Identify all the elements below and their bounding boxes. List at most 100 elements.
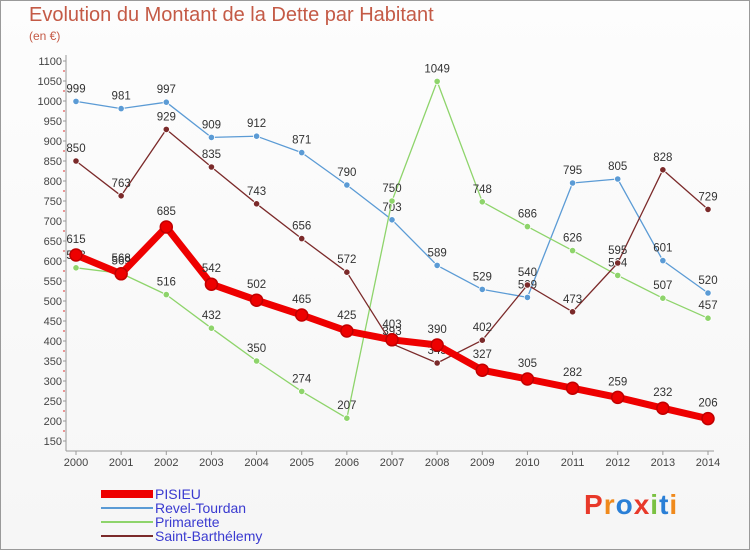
data-label: 929: [157, 111, 176, 123]
data-label: 685: [157, 206, 176, 218]
legend-label: Saint-Barthélemy: [155, 528, 263, 544]
x-tick-label: 2012: [605, 457, 629, 469]
data-label: 828: [653, 152, 672, 164]
logo-letter: o: [615, 489, 634, 520]
data-label: 403: [382, 319, 401, 331]
data-label: 259: [608, 376, 627, 388]
x-tick-label: 2009: [470, 457, 494, 469]
data-label: 507: [653, 280, 672, 292]
data-point: [207, 163, 216, 171]
data-point: [614, 271, 622, 279]
data-label: 232: [653, 387, 672, 399]
x-tick-label: 2010: [515, 457, 539, 469]
data-label: 795: [563, 165, 582, 177]
data-label: 805: [608, 161, 627, 173]
data-point: [568, 308, 577, 316]
data-label: 274: [292, 373, 312, 385]
data-label: 871: [292, 135, 311, 147]
legend-label: Primarette: [155, 514, 220, 530]
data-point: [614, 259, 622, 267]
data-label: 327: [473, 349, 492, 361]
logo-letter: i: [669, 489, 679, 520]
data-label: 686: [518, 209, 537, 221]
data-point: [162, 290, 170, 299]
data-point: [207, 133, 216, 141]
y-minor-tick: [63, 210, 65, 212]
data-point: [659, 294, 667, 302]
data-point: [704, 289, 712, 297]
data-label: 750: [382, 183, 401, 195]
data-point: [162, 125, 170, 133]
data-label: 656: [292, 221, 311, 233]
x-tick-label: 2003: [199, 457, 223, 469]
data-point: [298, 235, 306, 243]
y-tick-label: 250: [44, 396, 62, 408]
y-tick-label: 200: [44, 416, 62, 428]
data-point: [610, 390, 625, 405]
data-label: 529: [473, 271, 492, 283]
series-revel-tourdan: 9999819979099128717907035895295097958056…: [66, 83, 718, 301]
y-tick-label: 400: [44, 336, 62, 348]
legend-swatch: [101, 507, 153, 509]
data-label: 999: [66, 83, 85, 95]
data-point: [343, 181, 351, 189]
y-tick-label: 600: [44, 256, 62, 268]
y-tick-label: 300: [44, 376, 62, 388]
data-point: [114, 267, 128, 281]
y-tick-label: 150: [44, 436, 62, 448]
data-label: 206: [698, 398, 717, 410]
x-tick-label: 2008: [425, 457, 449, 469]
data-point: [478, 198, 486, 206]
y-tick-label: 1100: [38, 56, 62, 68]
data-point: [520, 372, 535, 386]
data-point: [430, 338, 444, 352]
data-point: [72, 157, 80, 165]
data-point: [249, 293, 264, 307]
data-label: 572: [337, 254, 356, 266]
series-primarette: 5835695164323502742077501049748686626564…: [66, 63, 718, 422]
data-label: 589: [428, 247, 447, 259]
data-point: [298, 149, 306, 157]
data-label: 743: [247, 186, 266, 198]
y-tick-label: 950: [44, 116, 62, 128]
data-label: 457: [698, 300, 717, 312]
data-point: [523, 281, 532, 289]
data-point: [294, 308, 309, 322]
data-point: [565, 381, 580, 395]
data-point: [701, 411, 715, 426]
y-minor-tick: [63, 250, 65, 252]
y-tick-label: 750: [44, 196, 62, 208]
y-tick-label: 550: [44, 276, 62, 288]
data-label: 568: [112, 253, 131, 265]
data-label: 763: [112, 178, 131, 190]
data-label: 626: [563, 233, 582, 245]
y-minor-tick: [63, 190, 65, 192]
legend-swatch: [101, 490, 153, 498]
chart-unit-label: (en €): [29, 29, 61, 43]
y-minor-tick: [63, 330, 65, 332]
data-label: 790: [337, 167, 356, 179]
y-minor-tick: [63, 290, 65, 292]
data-point: [343, 268, 351, 276]
logo-letter: t: [659, 489, 670, 520]
y-tick-label: 800: [44, 176, 62, 188]
y-minor-tick: [63, 350, 65, 352]
data-label: 393: [382, 326, 401, 338]
y-minor-tick: [63, 170, 65, 172]
data-label: 465: [292, 294, 311, 306]
legend-label: PISIEU: [155, 486, 201, 502]
data-label: 729: [698, 191, 717, 203]
data-label: 502: [247, 279, 266, 291]
series-pisieu: 615 568 685 542 502 465 425 403 390 327 305 282 259 2…: [66, 206, 718, 426]
data-point: [298, 387, 306, 395]
y-minor-tick: [63, 390, 65, 392]
logo-letter: x: [633, 489, 651, 520]
data-point: [659, 166, 667, 174]
y-minor-tick: [63, 110, 65, 112]
data-label: 350: [247, 343, 266, 355]
data-label: 473: [563, 294, 582, 306]
data-point: [568, 247, 577, 255]
data-point: [523, 223, 532, 231]
data-label: 390: [428, 324, 447, 336]
